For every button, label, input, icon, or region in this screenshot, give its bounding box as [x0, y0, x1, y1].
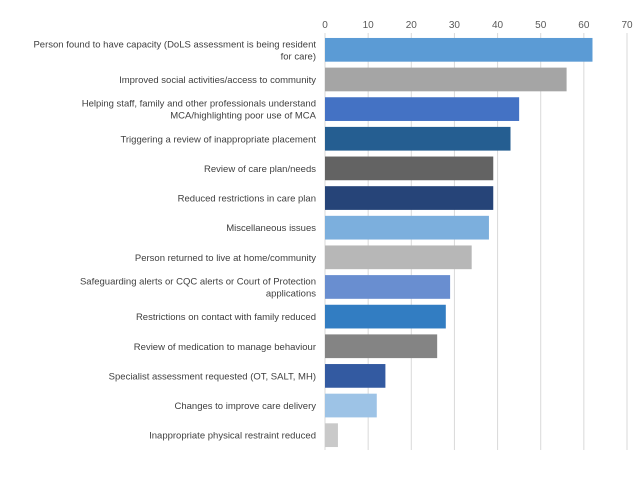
category-label-line: Improved social activities/access to com… — [119, 75, 316, 86]
bar — [325, 67, 567, 92]
category-label: Triggering a review of inappropriate pla… — [120, 134, 316, 145]
category-label: Inappropriate physical restraint reduced — [149, 431, 316, 442]
category-label-line: Reduced restrictions in care plan — [178, 194, 316, 205]
category-label-line: Person found to have capacity (DoLS asse… — [33, 39, 316, 50]
category-label-line: MCA/highlighting poor use of MCA — [170, 111, 316, 122]
category-label: Miscellaneous issues — [226, 223, 316, 234]
category-label-line: Review of care plan/needs — [204, 164, 316, 175]
category-label-line: Triggering a review of inappropriate pla… — [120, 134, 316, 145]
category-label-line: Inappropriate physical restraint reduced — [149, 431, 316, 442]
x-tick-label: 10 — [363, 20, 375, 31]
x-tick-label: 30 — [449, 20, 461, 31]
bar — [325, 37, 593, 62]
category-label-line: Safeguarding alerts or CQC alerts or Cou… — [80, 276, 316, 287]
bar — [325, 423, 338, 448]
category-label: Person returned to live at home/communit… — [135, 253, 316, 264]
x-tick-label: 70 — [621, 20, 633, 31]
x-axis-ticks: 0 10 20 30 40 50 60 70 — [322, 20, 633, 31]
category-label: Safeguarding alerts or CQC alerts or Cou… — [80, 276, 316, 299]
category-label: Review of care plan/needs — [204, 164, 316, 175]
category-label-line: Specialist assessment requested (OT, SAL… — [109, 371, 316, 382]
category-label: Helping staff, family and other professi… — [82, 99, 317, 122]
category-label: Specialist assessment requested (OT, SAL… — [109, 371, 316, 382]
category-label: Improved social activities/access to com… — [119, 75, 316, 86]
category-label-line: for care) — [281, 51, 316, 62]
category-label-line: Helping staff, family and other professi… — [82, 99, 316, 110]
bar — [325, 334, 438, 359]
bar — [325, 215, 489, 240]
category-label: Reduced restrictions in care plan — [178, 194, 316, 205]
category-label-line: Person returned to live at home/communit… — [135, 253, 316, 264]
bars — [325, 37, 593, 448]
bar — [325, 186, 494, 210]
category-label: Restrictions on contact with family redu… — [136, 312, 316, 323]
x-tick-label: 0 — [322, 20, 328, 31]
category-label-line: Changes to improve care delivery — [174, 401, 316, 412]
x-tick-label: 50 — [535, 20, 547, 31]
category-label-line: Miscellaneous issues — [226, 223, 316, 234]
bar — [325, 126, 511, 151]
category-label-line: Restrictions on contact with family redu… — [136, 312, 316, 323]
bar — [325, 97, 520, 121]
bar — [325, 393, 377, 418]
bar — [325, 156, 494, 181]
x-tick-label: 40 — [492, 20, 504, 31]
bar — [325, 275, 451, 299]
category-label: Review of medication to manage behaviour — [134, 342, 316, 353]
category-labels: Person found to have capacity (DoLS asse… — [33, 39, 316, 441]
category-label-line: applications — [266, 288, 316, 299]
category-label: Changes to improve care delivery — [174, 401, 316, 412]
category-label: Person found to have capacity (DoLS asse… — [33, 39, 316, 62]
x-tick-label: 20 — [406, 20, 418, 31]
x-tick-label: 60 — [578, 20, 590, 31]
bar — [325, 304, 446, 329]
category-label-line: Review of medication to manage behaviour — [134, 342, 316, 353]
bar — [325, 245, 472, 270]
bar — [325, 364, 386, 388]
